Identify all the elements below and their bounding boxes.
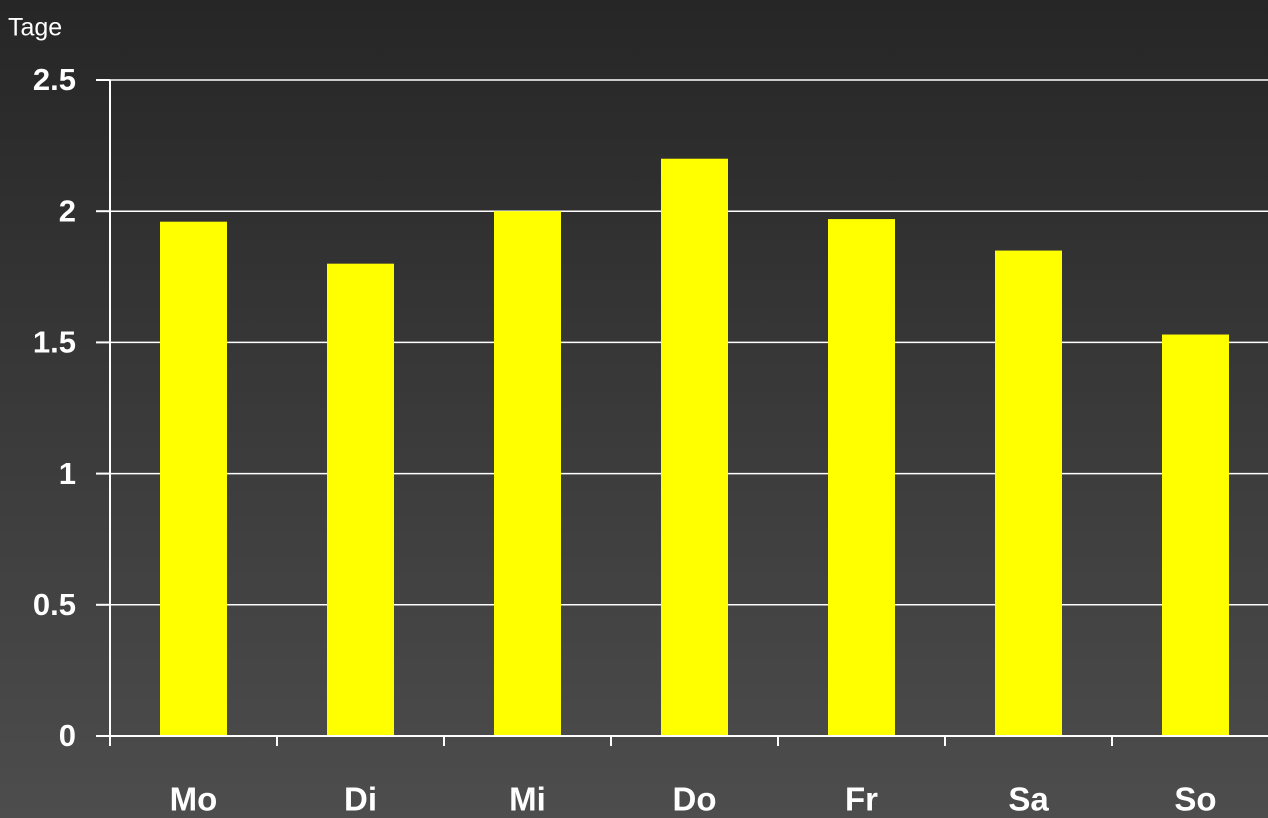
x-tick-label: Fr: [845, 781, 878, 818]
x-tick-label: Di: [344, 781, 377, 818]
bar: [661, 158, 728, 737]
y-tick-label: 2.5: [33, 62, 76, 97]
y-tick-label: 2: [59, 193, 76, 228]
bar: [1162, 334, 1229, 736]
y-tick-label: 1: [59, 456, 76, 491]
x-tick-label: Mi: [509, 781, 546, 818]
x-tick-label: Do: [673, 781, 717, 818]
y-tick-label: 0.5: [33, 587, 76, 622]
x-tick-label: So: [1174, 781, 1216, 818]
bar: [995, 250, 1062, 736]
y-tick-label: 0: [59, 718, 76, 753]
bar: [828, 219, 895, 736]
x-tick-label: Mo: [170, 781, 218, 818]
y-axis-label: Tage: [8, 14, 62, 42]
bar: [327, 263, 394, 736]
y-tick-label: 1.5: [33, 325, 76, 360]
bar: [494, 211, 561, 736]
bar: [160, 221, 227, 737]
x-tick-label: Sa: [1008, 781, 1049, 818]
